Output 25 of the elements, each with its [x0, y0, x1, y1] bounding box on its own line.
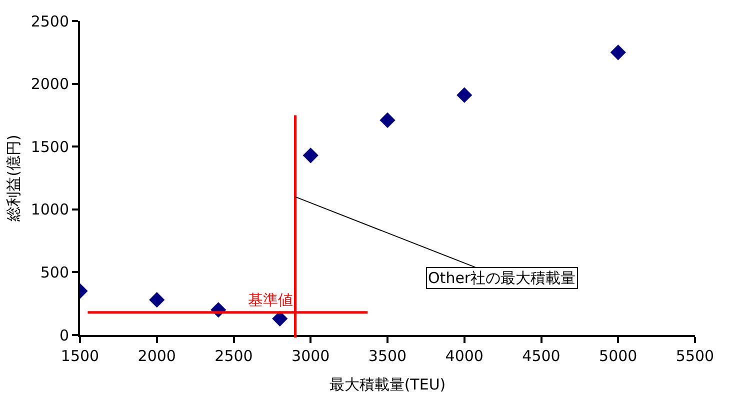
y-tick-label: 1500 — [30, 138, 69, 156]
ref-line-label: 基準値 — [248, 291, 293, 309]
y-tick-label: 2500 — [30, 12, 69, 30]
x-tick-label: 2000 — [138, 347, 176, 365]
point — [149, 292, 165, 308]
x-tick-label: 4500 — [522, 347, 560, 365]
x-tick-label: 3000 — [292, 347, 330, 365]
x-tick-label: 2500 — [214, 347, 253, 365]
x-tick-label: 3500 — [368, 347, 407, 365]
x-tick-label: 5500 — [676, 347, 714, 365]
x-axis-title: 最大積載量(TEU) — [329, 376, 446, 394]
x-tick-label: 5000 — [599, 347, 638, 365]
x-tick-label: 4000 — [445, 347, 484, 365]
point — [380, 112, 396, 128]
y-tick-label: 1000 — [30, 200, 69, 219]
y-axis-title: 総利益(億円) — [4, 134, 23, 222]
point — [302, 148, 318, 164]
y-tick-label: 0 — [59, 326, 69, 344]
point — [456, 87, 472, 103]
annotation: Other社の最大積載量 — [428, 269, 576, 287]
x-tick-label: 1500 — [60, 347, 100, 365]
y-tick-label: 2000 — [30, 75, 69, 94]
y-tick-label: 500 — [40, 263, 69, 282]
point — [610, 44, 626, 60]
point — [272, 310, 288, 326]
